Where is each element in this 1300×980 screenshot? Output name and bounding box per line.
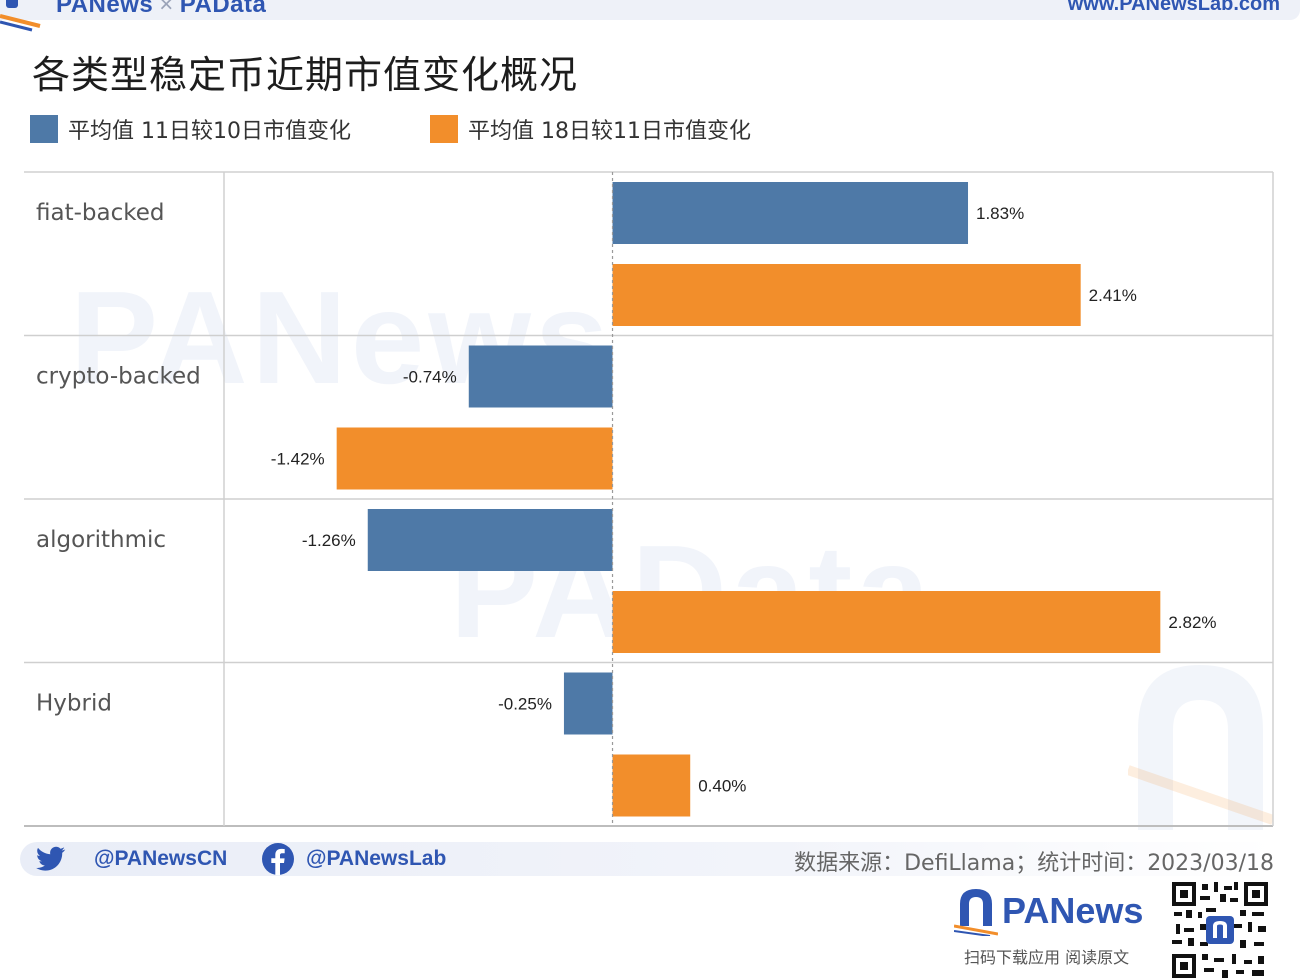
- bar-series-2: [612, 264, 1081, 326]
- data-label: 2.41%: [1089, 286, 1137, 305]
- data-label: -1.42%: [271, 450, 325, 469]
- brand-cross: ×: [159, 0, 174, 18]
- chart-title: 各类型稳定币近期市值变化概况: [32, 53, 579, 97]
- panews-arch-logo-icon: [954, 889, 998, 936]
- brand-subtitle: 扫码下载应用 阅读原文: [964, 948, 1130, 967]
- legend-swatch-blue: [30, 115, 58, 143]
- bar-series-2: [612, 591, 1161, 653]
- twitter-bird-icon: [36, 846, 66, 871]
- brand-panews: PANews: [56, 0, 154, 18]
- data-label: 1.83%: [976, 204, 1024, 223]
- brand-padata: PAData: [179, 0, 267, 18]
- data-label: -0.74%: [403, 368, 457, 387]
- brand-name: PANews: [1002, 890, 1144, 931]
- facebook-handle[interactable]: @PANewsLab: [262, 842, 446, 876]
- bar-series-1: [563, 672, 613, 735]
- legend-label-series-1: 平均值 11日较10日市值变化: [68, 119, 351, 144]
- website-url[interactable]: www.PANewsLab.com: [1067, 0, 1280, 15]
- facebook-icon: [262, 843, 294, 875]
- data-source: 数据来源：DefiLlama；统计时间：2023/03/18: [794, 851, 1274, 876]
- bar-series-2: [612, 754, 691, 817]
- category-label: algorithmic: [36, 527, 166, 553]
- legend-item-series-2: 平均值 18日较11日市值变化: [430, 114, 751, 144]
- chart-legend: 平均值 11日较10日市值变化 平均值 18日较11日市值变化: [30, 114, 930, 144]
- bar-series-1: [612, 182, 969, 244]
- twitter-handle[interactable]: @PANewsCN: [36, 842, 227, 876]
- legend-label-series-2: 平均值 18日较11日市值变化: [468, 119, 751, 144]
- category-label: crypto-backed: [36, 364, 201, 390]
- qr-code[interactable]: [1170, 880, 1270, 980]
- watermark-arch-icon: [1128, 665, 1273, 830]
- bar-series-1: [367, 509, 613, 571]
- category-label: fiat-backed: [36, 200, 165, 226]
- bar-series-1: [468, 345, 613, 408]
- legend-item-series-1: 平均值 11日较10日市值变化: [30, 114, 351, 144]
- data-label: 0.40%: [698, 777, 746, 796]
- data-label: -1.26%: [302, 531, 356, 550]
- facebook-handle-text: @PANewsLab: [306, 847, 447, 870]
- bar-series-2: [336, 427, 613, 490]
- top-brand: PANews × PAData: [56, 0, 266, 19]
- twitter-handle-text: @PANewsCN: [94, 847, 228, 870]
- top-banner: PANews × PAData www.PANewsLab.com: [0, 0, 1300, 32]
- data-label: 2.82%: [1168, 613, 1216, 632]
- data-label: -0.25%: [498, 695, 552, 714]
- category-label: Hybrid: [36, 691, 112, 717]
- legend-swatch-orange: [430, 115, 458, 143]
- footer-bar: [20, 842, 1275, 876]
- panews-logo-icon: [0, 0, 41, 32]
